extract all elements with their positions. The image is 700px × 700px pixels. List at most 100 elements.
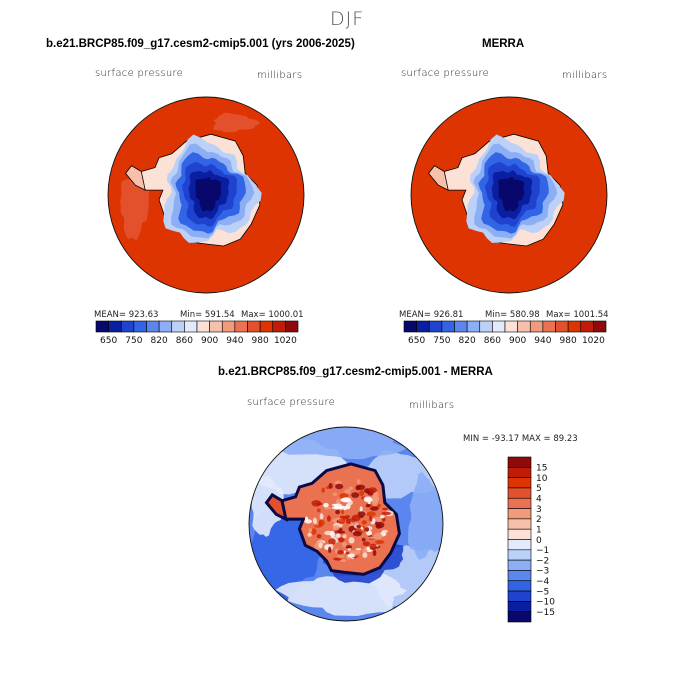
difference-ocean-band bbox=[251, 427, 408, 460]
difference-speckle bbox=[380, 515, 385, 519]
colorbar-tick-label: −15 bbox=[536, 608, 555, 618]
colorbar-cell bbox=[247, 320, 261, 333]
difference-speckle bbox=[347, 553, 355, 558]
difference-speckle bbox=[363, 497, 373, 503]
difference-speckle bbox=[371, 500, 379, 507]
difference-speckle bbox=[335, 533, 341, 538]
difference-speckle bbox=[348, 537, 355, 544]
difference-speckle bbox=[334, 480, 342, 485]
difference-speckle bbox=[357, 511, 366, 517]
difference-speckle bbox=[318, 542, 323, 549]
panel-1-max-stat: Max= 1000.01 bbox=[241, 310, 304, 320]
panel-2-map-border bbox=[410, 96, 608, 294]
difference-speckle bbox=[373, 532, 383, 540]
panel-1-variable-label: surface pressure bbox=[95, 68, 184, 79]
colorbar-cell bbox=[507, 518, 532, 530]
colorbar-cell bbox=[479, 320, 493, 333]
difference-speckle bbox=[327, 515, 331, 522]
colorbar-cell bbox=[466, 320, 481, 333]
panel-1-min-stat: Min= 591.54 bbox=[180, 310, 235, 320]
panel-2-min-stat: Min= 580.98 bbox=[485, 310, 540, 320]
colorbar-cell bbox=[428, 320, 443, 333]
colorbar-cell bbox=[593, 320, 607, 333]
colorbar-cell bbox=[529, 320, 544, 333]
difference-speckle bbox=[382, 507, 388, 511]
difference-speckle bbox=[356, 524, 361, 529]
difference-speckle bbox=[381, 511, 392, 515]
colorbar-tick-label: 900 bbox=[509, 336, 526, 346]
colorbar-cell bbox=[507, 549, 532, 561]
colorbar-tick-label: 860 bbox=[484, 336, 501, 346]
difference-speckle bbox=[369, 515, 373, 522]
colorbar-cell bbox=[133, 320, 147, 333]
difference-speckle bbox=[348, 486, 353, 490]
difference-speckle bbox=[356, 484, 366, 490]
difference-speckle bbox=[321, 487, 326, 493]
colorbar-tick-label: −1 bbox=[536, 546, 549, 556]
difference-speckle bbox=[355, 548, 362, 551]
panel-2-variable-label: surface pressure bbox=[401, 68, 490, 79]
difference-speckle bbox=[324, 507, 332, 510]
colorbar-cell bbox=[542, 320, 556, 333]
difference-speckle bbox=[330, 530, 336, 538]
difference-speckle bbox=[361, 537, 366, 542]
colorbar-cell bbox=[441, 320, 455, 333]
colorbar-tick-label: 980 bbox=[560, 336, 577, 346]
colorbar-cell bbox=[507, 497, 532, 509]
difference-speckle bbox=[339, 515, 347, 519]
difference-speckle bbox=[319, 513, 324, 520]
difference-speckle bbox=[332, 492, 338, 496]
difference-speckle bbox=[338, 537, 345, 543]
difference-speckle bbox=[323, 502, 329, 508]
colorbar-cell bbox=[184, 320, 198, 333]
difference-speckle bbox=[369, 506, 379, 511]
colorbar-cell bbox=[285, 320, 299, 333]
colorbar-tick-label: 980 bbox=[252, 336, 269, 346]
difference-speckle bbox=[365, 527, 370, 532]
difference-speckle bbox=[331, 506, 342, 510]
colorbar-cell bbox=[507, 467, 532, 478]
difference-speckle bbox=[328, 538, 336, 545]
colorbar-cell bbox=[507, 590, 532, 602]
difference-speckle bbox=[348, 523, 358, 526]
colorbar-tick-label: −2 bbox=[536, 556, 549, 566]
difference-speckle bbox=[345, 545, 353, 549]
difference-speckle bbox=[349, 517, 356, 523]
antarctic-peninsula bbox=[428, 165, 449, 191]
difference-speckle bbox=[343, 550, 347, 554]
difference-speckle bbox=[365, 504, 371, 508]
figure-title: DJF bbox=[330, 8, 365, 30]
colorbar-cell bbox=[507, 456, 532, 468]
colorbar-cell bbox=[567, 320, 582, 333]
colorbar-cell bbox=[108, 320, 122, 333]
colorbar-cell bbox=[95, 320, 109, 333]
colorbar-cell bbox=[507, 477, 532, 489]
difference-speckle bbox=[316, 508, 321, 513]
colorbar-tick-label: 3 bbox=[536, 505, 542, 515]
colorbar-tick-label: 1020 bbox=[582, 336, 605, 346]
colorbar-tick-label: 4 bbox=[536, 495, 542, 505]
difference-speckle bbox=[337, 555, 345, 558]
colorbar-tick-label: 820 bbox=[459, 336, 476, 346]
colorbar-cell bbox=[272, 320, 286, 333]
difference-speckle bbox=[362, 552, 368, 558]
panel-2-mean-stat: MEAN= 926.81 bbox=[399, 310, 464, 320]
pressure-contour-band bbox=[195, 177, 222, 212]
colorbar-cell bbox=[507, 601, 532, 612]
difference-speckle bbox=[340, 559, 347, 562]
colorbar-tick-label: 1020 bbox=[274, 336, 297, 346]
difference-speckle bbox=[362, 541, 371, 546]
difference-speckle bbox=[304, 516, 309, 521]
difference-speckle bbox=[359, 490, 365, 497]
colorbar-tick-label: 5 bbox=[536, 484, 542, 494]
difference-speckle bbox=[332, 525, 340, 531]
colorbar-cell bbox=[580, 320, 594, 333]
panel-1-units-label: millibars bbox=[257, 70, 303, 81]
colorbar-cell bbox=[158, 320, 173, 333]
panel-3-units-label: millibars bbox=[409, 400, 455, 411]
colorbar-cell bbox=[504, 320, 518, 333]
difference-speckle bbox=[374, 540, 385, 545]
difference-ocean-band bbox=[408, 472, 443, 560]
difference-speckle bbox=[361, 520, 367, 525]
colorbar-cell bbox=[196, 320, 210, 333]
